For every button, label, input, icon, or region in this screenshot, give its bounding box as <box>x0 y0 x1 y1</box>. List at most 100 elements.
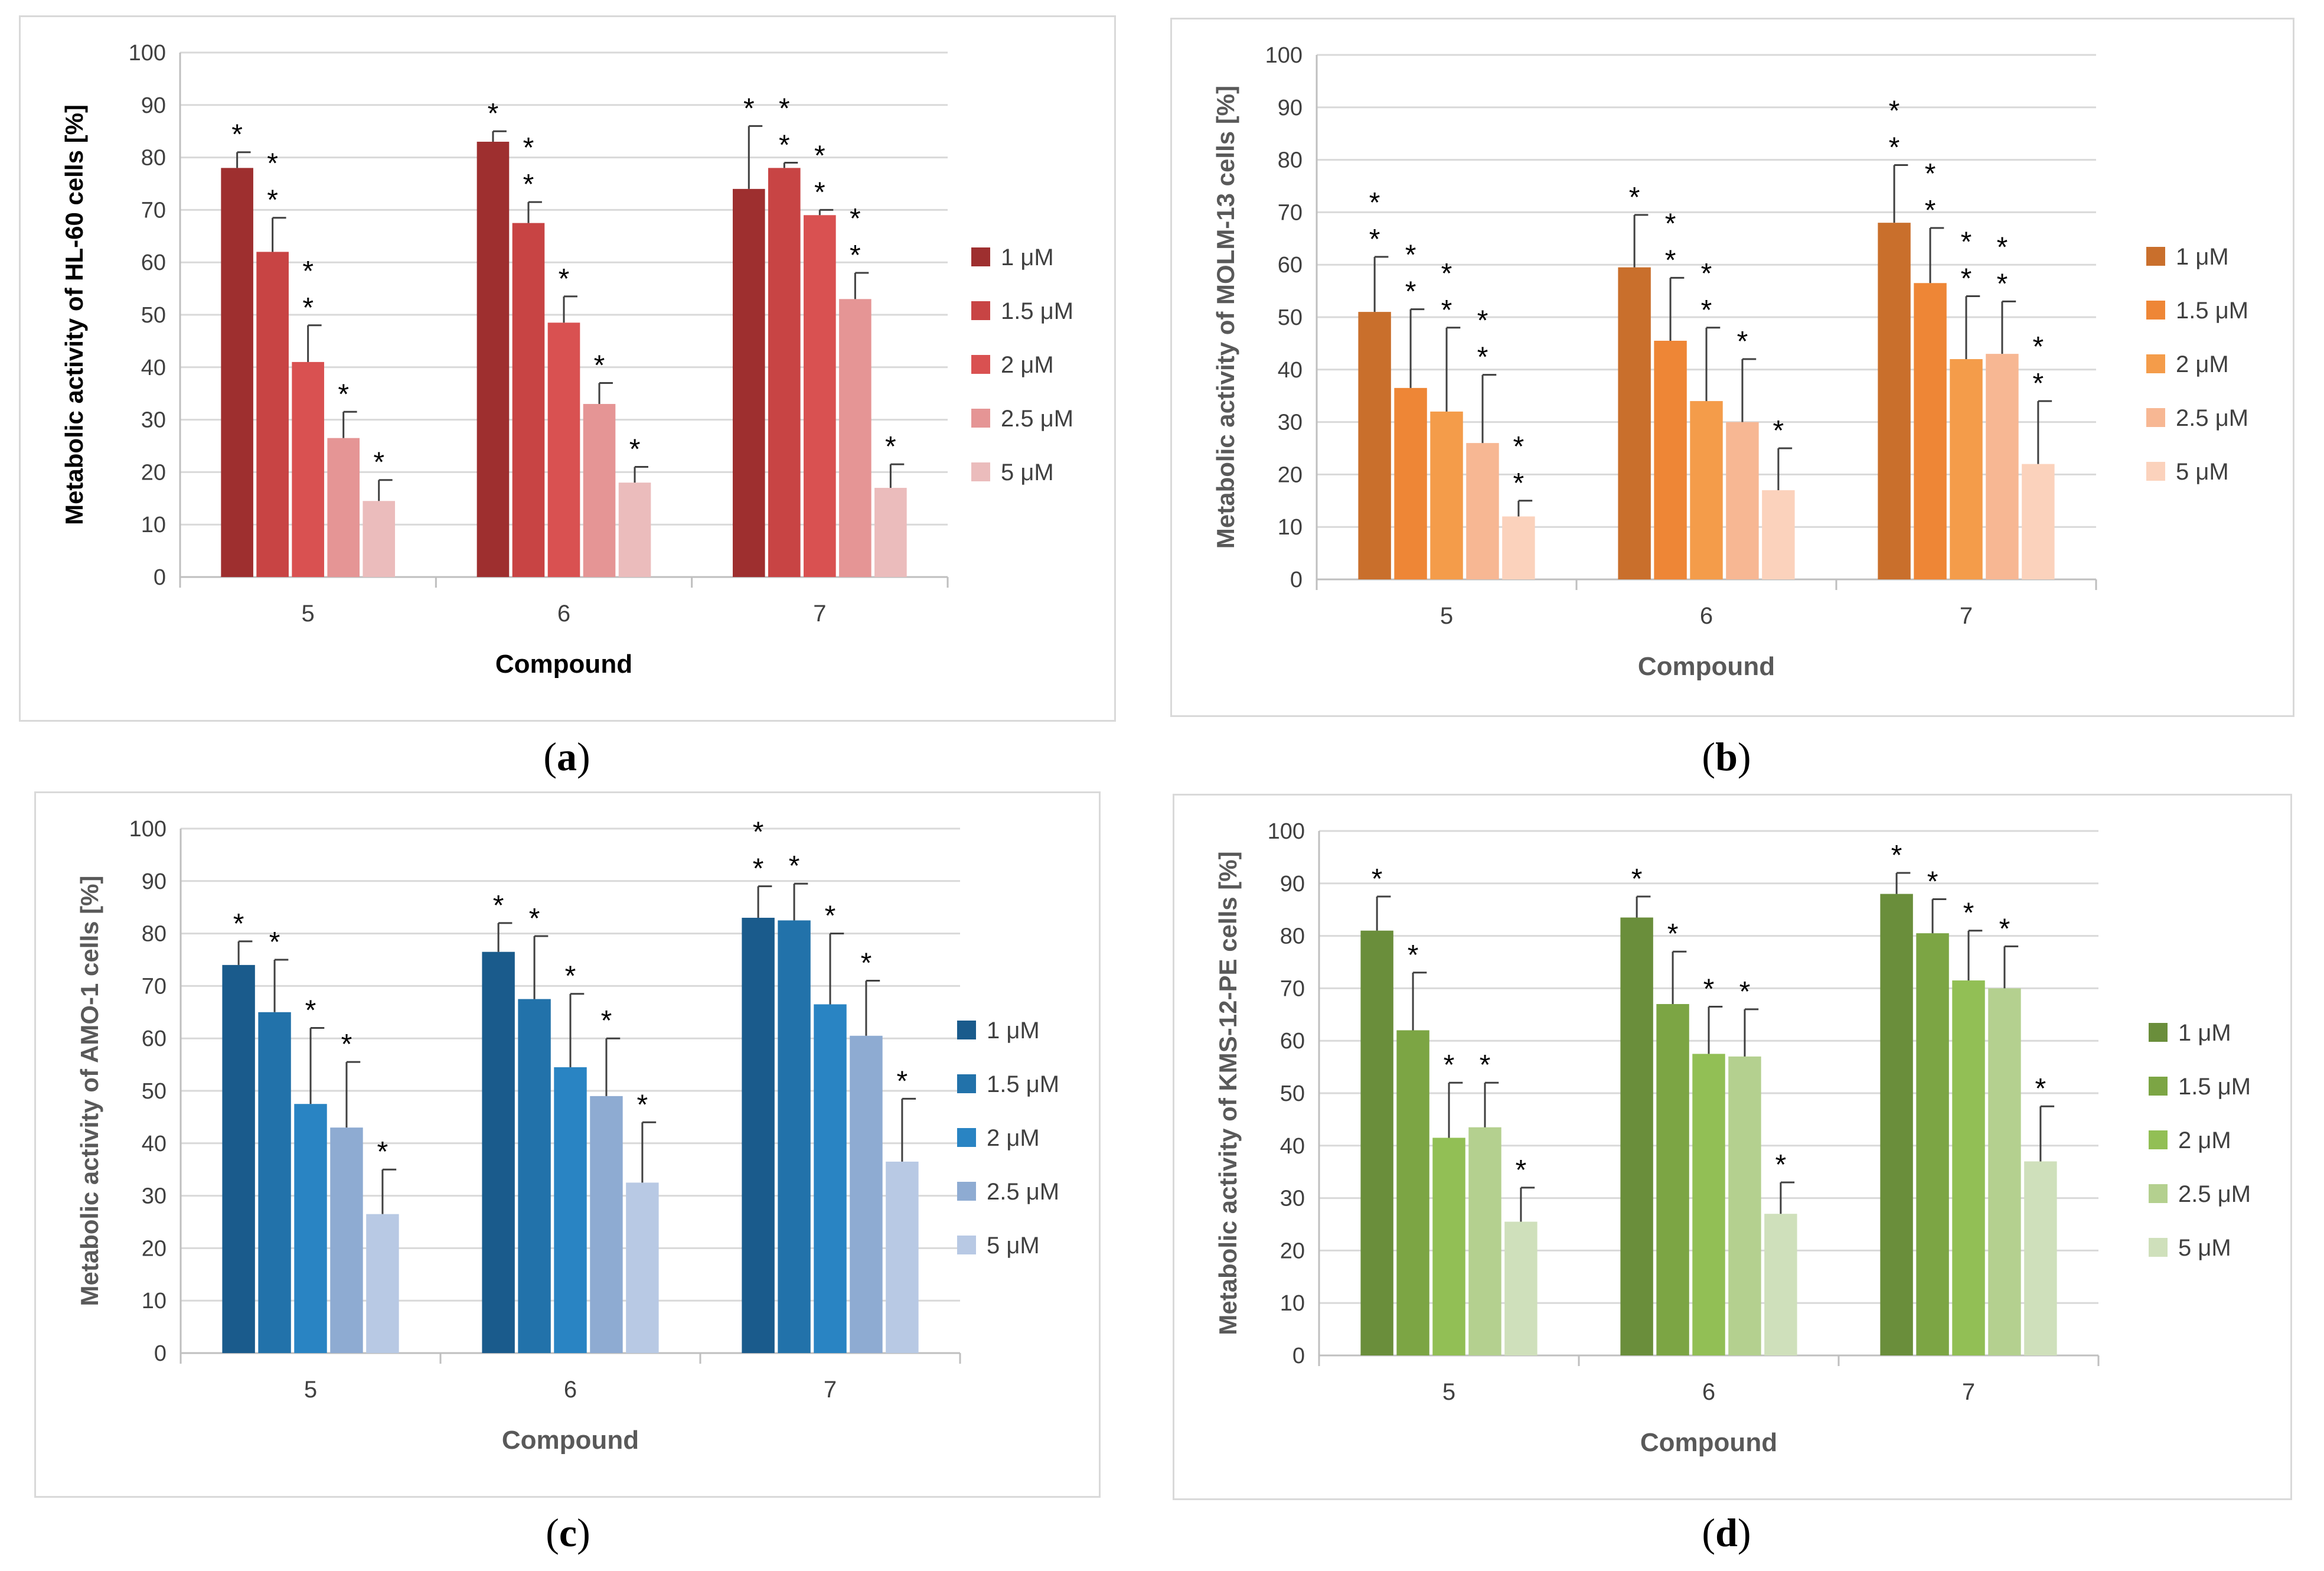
significance-mark: * <box>302 256 314 287</box>
significance-mark: * <box>1997 268 2008 299</box>
y-tick-label: 0 <box>154 1341 167 1366</box>
x-tick-label: 6 <box>1700 603 1713 629</box>
bar <box>768 168 801 577</box>
y-tick-label: 10 <box>142 1289 167 1313</box>
bar <box>222 964 255 1353</box>
bar <box>2024 1161 2057 1355</box>
legend-label: 5 μM <box>987 1233 1040 1259</box>
caption-d: (d) <box>1638 1510 1815 1556</box>
legend-label: 2 μM <box>2176 351 2229 377</box>
bar <box>1762 490 1795 579</box>
significance-mark: * <box>1775 1149 1787 1181</box>
bar <box>512 223 545 578</box>
y-tick-label: 90 <box>141 93 166 118</box>
significance-mark: * <box>2035 1073 2046 1104</box>
significance-mark: * <box>753 817 764 848</box>
significance-mark: * <box>1961 226 1972 258</box>
y-tick-label: 40 <box>1278 358 1303 383</box>
y-tick-label: 100 <box>1265 43 1303 68</box>
significance-mark: * <box>523 132 534 164</box>
bar <box>850 1035 883 1353</box>
significance-mark: * <box>231 119 243 151</box>
y-tick-label: 80 <box>141 146 166 171</box>
bar <box>1764 1214 1797 1355</box>
significance-mark: * <box>338 379 349 410</box>
legend-swatch <box>2146 462 2165 481</box>
legend-label: 5 μM <box>2178 1235 2231 1261</box>
legend-label: 2.5 μM <box>1001 406 1073 432</box>
x-tick-label: 7 <box>1962 1379 1975 1405</box>
legend-swatch <box>971 409 990 428</box>
y-tick-label: 90 <box>1280 872 1305 897</box>
legend-label: 1 μM <box>2176 244 2229 270</box>
y-tick-label: 90 <box>142 869 167 894</box>
x-axis-label: Compound <box>1638 652 1775 681</box>
x-tick-label: 7 <box>824 1377 837 1403</box>
bar <box>1360 930 1393 1355</box>
significance-mark: * <box>1477 342 1489 373</box>
bar <box>814 1004 847 1353</box>
y-tick-label: 60 <box>1280 1029 1305 1054</box>
significance-mark: * <box>1369 224 1380 255</box>
legend-swatch <box>2149 1077 2168 1096</box>
bar <box>1618 267 1651 579</box>
bar <box>294 1104 327 1353</box>
significance-mark: * <box>493 890 504 921</box>
significance-mark: * <box>1372 863 1383 895</box>
legend-swatch <box>957 1074 976 1093</box>
significance-mark: * <box>2033 368 2044 399</box>
bar <box>1950 359 1983 579</box>
bar <box>482 951 515 1353</box>
legend-swatch <box>957 1128 976 1147</box>
y-tick-label: 50 <box>1280 1081 1305 1106</box>
legend-label: 5 μM <box>2176 459 2229 485</box>
significance-mark: * <box>1408 940 1419 971</box>
significance-mark: * <box>1631 863 1643 895</box>
y-tick-label: 30 <box>141 408 166 433</box>
bar <box>1620 917 1653 1355</box>
bar <box>1988 988 2021 1355</box>
significance-mark: * <box>861 948 872 979</box>
significance-mark: * <box>488 98 499 129</box>
significance-mark: * <box>305 995 316 1026</box>
significance-mark: * <box>601 1005 612 1037</box>
bar <box>1914 283 1947 579</box>
chart-d: 0 10 20 30 40 50 60 70 80 90 100 5 * * * * * 6 * * * * * 7 * * * * *… <box>1214 819 2251 1457</box>
legend-label: 2 μM <box>987 1125 1040 1151</box>
bar <box>292 361 324 577</box>
bar <box>590 1096 623 1353</box>
y-tick-label: 30 <box>1278 410 1303 435</box>
legend-swatch <box>957 1236 976 1254</box>
y-tick-label: 50 <box>142 1079 167 1104</box>
y-tick-label: 70 <box>141 198 166 223</box>
bar <box>2022 464 2055 579</box>
significance-mark: * <box>267 148 278 180</box>
y-tick-label: 20 <box>141 460 166 485</box>
legend-label: 2.5 μM <box>2176 405 2248 431</box>
bar <box>256 252 289 577</box>
bar <box>221 168 253 577</box>
significance-mark: * <box>1999 913 2010 944</box>
y-axis-label: Metabolic activity of MOLM-13 cells [%] <box>1212 86 1239 549</box>
legend-label: 2.5 μM <box>2178 1181 2251 1207</box>
legend-swatch <box>957 1021 976 1039</box>
chart-panel-b: 0 10 20 30 40 50 60 70 80 90 100 5 * * * * * * * * * * 6 * * * * * *… <box>1170 18 2294 717</box>
significance-mark: * <box>850 203 861 234</box>
y-tick-label: 20 <box>1278 462 1303 487</box>
chart-b: 0 10 20 30 40 50 60 70 80 90 100 5 * * * * * * * * * * 6 * * * * * *… <box>1212 43 2248 681</box>
legend-swatch <box>2146 301 2165 320</box>
y-tick-label: 0 <box>1292 1344 1305 1368</box>
significance-mark: * <box>1997 232 2008 263</box>
significance-mark: * <box>885 431 896 462</box>
y-tick-label: 70 <box>1278 200 1303 225</box>
significance-mark: * <box>302 292 314 324</box>
bar <box>583 403 616 577</box>
bar <box>804 215 836 577</box>
significance-mark: * <box>1369 187 1380 219</box>
bar <box>733 188 765 577</box>
significance-mark: * <box>594 350 605 381</box>
bar <box>778 920 811 1353</box>
x-tick-label: 6 <box>557 601 570 627</box>
legend-label: 2.5 μM <box>987 1179 1059 1205</box>
legend-swatch <box>2149 1130 2168 1149</box>
